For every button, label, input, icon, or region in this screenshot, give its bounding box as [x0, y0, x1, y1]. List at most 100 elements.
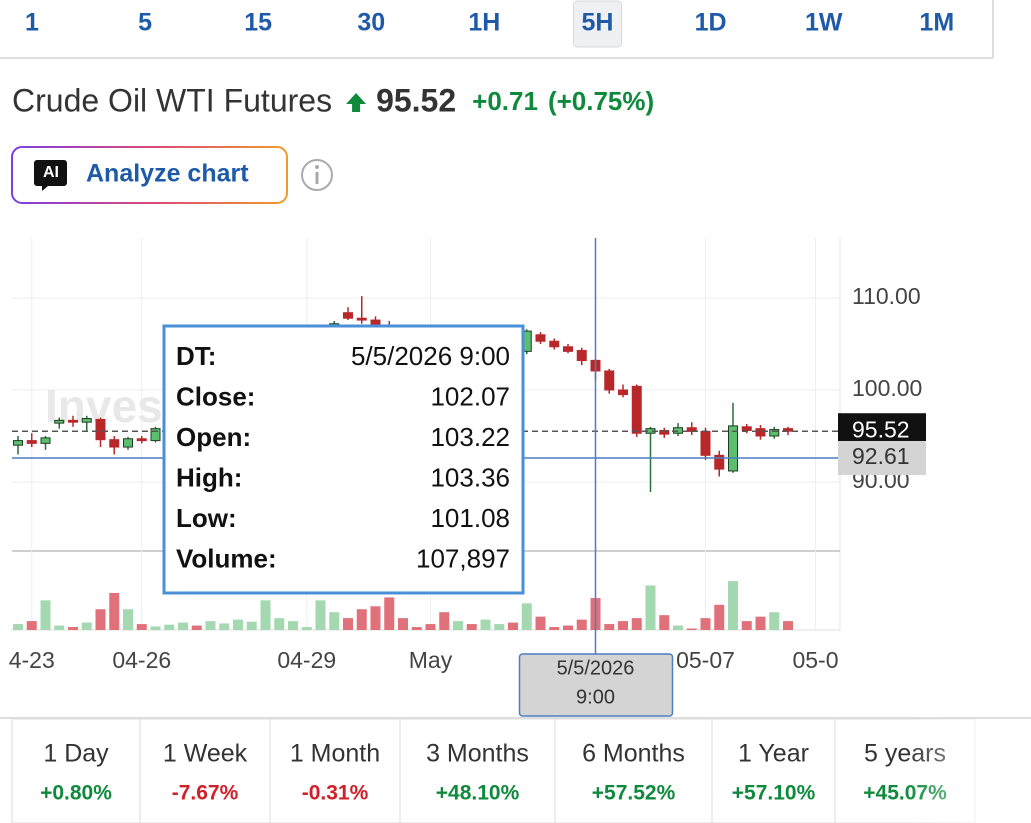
volume-bar [618, 621, 628, 630]
x-tick-label: 05-0 [792, 647, 838, 673]
performance-period: 1 Year [738, 740, 809, 768]
price-change: +0.71 [472, 86, 538, 116]
volume-bar [604, 624, 615, 630]
performance-change: +48.10% [436, 782, 520, 805]
volume-bar [700, 618, 711, 630]
interval-tab[interactable]: 1H [468, 9, 500, 37]
performance-cell[interactable] [554, 718, 713, 823]
tooltip-value: 103.22 [430, 422, 510, 452]
volume-bar [714, 604, 725, 630]
candle-body [13, 440, 23, 446]
performance-cell[interactable] [711, 718, 836, 823]
selected-interval-bg [573, 0, 622, 48]
volume-bar [260, 600, 271, 630]
volume-bar [13, 624, 23, 630]
tooltip-value: 107,897 [416, 543, 510, 573]
interval-tab[interactable]: 5 [138, 9, 152, 37]
volume-bar [26, 621, 37, 630]
interval-tab[interactable]: 1 [25, 9, 39, 37]
performance-cell[interactable] [139, 718, 271, 823]
volume-bar [466, 624, 477, 630]
chart-layers: Investing.com 90.00100.00110.004-2304-26… [9, 238, 926, 717]
up-arrow [346, 93, 367, 112]
candle-body [343, 312, 353, 319]
volume-bar [68, 627, 78, 630]
tooltip-value: 5/5/2026 9:00 [351, 341, 510, 371]
tooltip-label: Open: [176, 422, 251, 452]
tooltip-value: 103.36 [430, 462, 510, 492]
candle-body [686, 427, 697, 432]
candle-body [741, 426, 752, 431]
interval-tab[interactable]: 15 [244, 9, 272, 37]
volume-bar [384, 597, 395, 630]
candle-body [40, 437, 51, 444]
volume-bar [81, 622, 92, 630]
performance-change: +57.10% [732, 782, 816, 805]
tooltip-box [162, 324, 525, 595]
volume-bar [246, 621, 257, 630]
candle-body [755, 428, 766, 437]
fade-overlay [905, 719, 1031, 823]
interval-tab[interactable]: 1D [695, 9, 727, 37]
candle-body [714, 454, 725, 470]
volume-bar [274, 618, 285, 630]
volume-bar [136, 624, 147, 630]
volume-bar [631, 618, 642, 630]
volume-bar [150, 626, 161, 630]
candle-body [728, 425, 738, 472]
volume-bar [508, 622, 518, 630]
interval-tab[interactable]: 30 [357, 9, 385, 37]
volume-bar [288, 621, 298, 630]
volume-bar [480, 619, 491, 630]
candle-body [576, 349, 587, 362]
candle-body [109, 439, 120, 448]
performance-period: 3 Months [426, 740, 529, 768]
candle-body [535, 334, 546, 342]
tooltip-value: 101.08 [430, 503, 510, 533]
ai-badge-text: AI [43, 164, 59, 181]
volume-bar [164, 624, 175, 630]
crosshair-date-label: 9:00 [576, 686, 615, 708]
performance-period: 6 Months [582, 740, 685, 768]
interval-tab[interactable]: 1W [805, 9, 843, 37]
volume-bar [549, 627, 560, 630]
x-tick-label: 04-26 [112, 647, 171, 673]
candle-body [631, 385, 642, 434]
analyze-label[interactable]: Analyze chart [86, 160, 249, 188]
performance-change: -0.31% [302, 782, 369, 805]
volume-bar [95, 609, 106, 630]
volume-bar [233, 619, 243, 630]
performance-change: +0.80% [40, 782, 112, 805]
x-tick-label: May [409, 647, 453, 673]
performance-change: +57.52% [592, 782, 676, 805]
price-change-pct: (+0.75%) [548, 86, 654, 116]
volume-bar [769, 612, 780, 630]
volume-bar [535, 616, 546, 630]
volume-bar [494, 624, 505, 630]
interval-tab[interactable]: 1M [919, 9, 954, 37]
instrument-title: Crude Oil WTI Futures [12, 82, 332, 118]
volume-bar [329, 612, 340, 630]
crosshair-price-tag [838, 440, 926, 475]
candle-body [563, 346, 573, 352]
performance-cell[interactable] [399, 718, 556, 823]
performance-cell[interactable] [269, 718, 401, 823]
volume-bar [741, 621, 752, 630]
last-price-label: 95.52 [852, 416, 910, 442]
analyze-button[interactable] [11, 146, 288, 204]
candle-body [26, 440, 37, 444]
volume-bar [343, 618, 353, 630]
tooltip-label: High: [176, 462, 242, 492]
candle-body [700, 430, 711, 456]
volume-bar [356, 609, 367, 630]
performance-cell[interactable] [11, 718, 141, 823]
candle-body [54, 419, 65, 424]
volume-bar [439, 612, 450, 630]
volume-bar [109, 592, 120, 630]
volume-bar [563, 625, 573, 630]
info-icon[interactable] [301, 159, 333, 191]
interval-tab[interactable]: 5H [582, 9, 614, 37]
volume-bar [659, 615, 670, 630]
candle-body [150, 428, 161, 442]
